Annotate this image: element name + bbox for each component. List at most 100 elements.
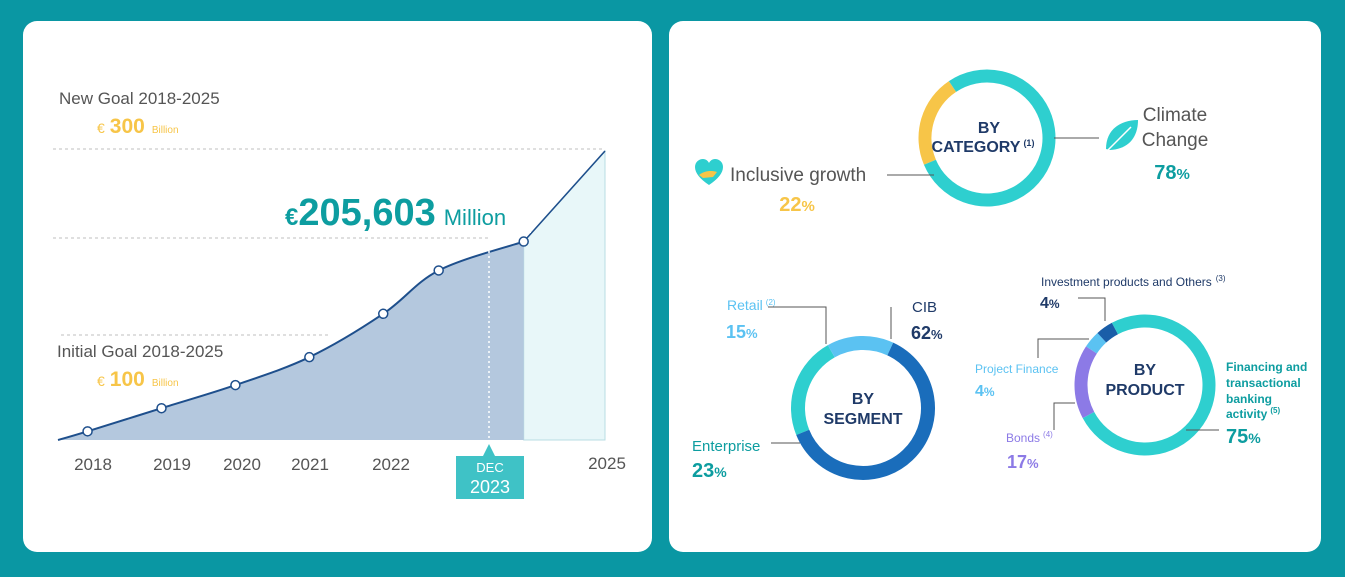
climate-value-number: 78 bbox=[1154, 162, 1176, 184]
financing-label-line4: activity (5) bbox=[1226, 406, 1280, 421]
segment-slice-cib bbox=[796, 342, 935, 480]
cumulative-financing-panel: €205,603 Million New Goal 2018-2025 €300 B… bbox=[23, 21, 652, 552]
investment-value-number: 4 bbox=[1040, 295, 1049, 312]
financing-label-line4-text: activity bbox=[1226, 407, 1268, 421]
climate-label-line1: Climate bbox=[1143, 105, 1207, 126]
headline-value: €205,603 Million bbox=[285, 192, 506, 234]
x-tick-2022: 2022 bbox=[372, 455, 410, 474]
new-goal-unit: Billion bbox=[152, 125, 179, 136]
x-tick-2018: 2018 bbox=[74, 455, 112, 474]
new-goal-currency: € bbox=[97, 120, 105, 136]
bonds-value-percent: % bbox=[1027, 456, 1039, 471]
cib-value: 62% bbox=[911, 323, 943, 343]
financing-label-line2: transactional bbox=[1226, 376, 1301, 390]
enterprise-value-number: 23 bbox=[692, 460, 714, 482]
retail-label-text: Retail bbox=[727, 297, 763, 313]
project-finance-value-percent: % bbox=[984, 385, 995, 399]
bonds-label: Bonds (4) bbox=[1006, 430, 1053, 445]
product-slice-bonds bbox=[1074, 346, 1098, 419]
category-title-text: CATEGORY bbox=[932, 139, 1021, 156]
current-date-badge: DEC 2023 bbox=[456, 444, 524, 499]
category-title-line1: BY bbox=[978, 120, 1001, 137]
initial-goal-currency: € bbox=[97, 373, 105, 389]
segment-slice-retail bbox=[827, 336, 894, 358]
product-title-line1: BY bbox=[1134, 362, 1157, 379]
category-title-line2: CATEGORY (1) bbox=[932, 138, 1035, 156]
initial-goal-value: €100 Billion bbox=[97, 368, 179, 391]
climate-value-percent: % bbox=[1176, 166, 1189, 183]
bonds-label-text: Bonds bbox=[1006, 431, 1040, 445]
donut-by-segment bbox=[791, 336, 935, 480]
inclusive-value-number: 22 bbox=[779, 194, 801, 216]
product-slice-project-finance bbox=[1086, 332, 1107, 354]
headline-unit: Million bbox=[444, 205, 506, 230]
investment-value: 4% bbox=[1040, 295, 1060, 312]
current-date-badge-pointer bbox=[483, 444, 495, 456]
product-slice-investment-products-and-others bbox=[1097, 322, 1119, 343]
leaf-icon bbox=[1106, 120, 1138, 151]
breakdown-charts: BY CATEGORY (1) Climate Change 78% Inclus… bbox=[692, 69, 1307, 482]
initial-goal-unit: Billion bbox=[152, 378, 179, 389]
segment-slice-enterprise bbox=[791, 345, 835, 435]
financing-label-line3: banking bbox=[1226, 392, 1272, 406]
leaf-vein bbox=[1107, 126, 1132, 151]
data-point-5 bbox=[433, 265, 444, 276]
cib-value-number: 62 bbox=[911, 323, 931, 343]
retail-value-percent: % bbox=[746, 326, 758, 341]
investment-label-text: Investment products and Others bbox=[1041, 275, 1212, 289]
donut-by-category bbox=[918, 69, 1056, 207]
investment-label: Investment products and Others (3) bbox=[1041, 274, 1226, 289]
projection-area bbox=[523, 149, 606, 441]
retail-label-footnote: (2) bbox=[766, 298, 776, 307]
cib-label: CIB bbox=[912, 299, 937, 316]
data-point-4 bbox=[377, 308, 389, 320]
enterprise-label: Enterprise bbox=[692, 438, 760, 455]
retail-label: Retail (2) bbox=[727, 297, 776, 313]
headline-amount: 205,603 bbox=[298, 192, 435, 234]
project-finance-value-number: 4 bbox=[975, 383, 984, 400]
data-point-6 bbox=[518, 236, 529, 247]
initial-goal-label: Initial Goal 2018-2025 bbox=[57, 342, 223, 361]
heart-hand-icon bbox=[695, 159, 723, 185]
financing-value: 75% bbox=[1226, 426, 1261, 448]
project-finance-leader-line bbox=[1037, 338, 1089, 358]
x-tick-2025: 2025 bbox=[588, 454, 626, 473]
x-tick-2021: 2021 bbox=[291, 455, 329, 474]
new-goal-label: New Goal 2018-2025 bbox=[59, 89, 220, 108]
hand-shape bbox=[699, 171, 717, 178]
cib-value-percent: % bbox=[931, 327, 943, 342]
segment-title-line2: SEGMENT bbox=[823, 411, 902, 428]
data-point-0 bbox=[82, 426, 93, 437]
bonds-label-footnote: (4) bbox=[1043, 430, 1053, 439]
data-point-1 bbox=[156, 402, 167, 414]
financing-value-percent: % bbox=[1248, 430, 1261, 446]
project-finance-label: Project Finance bbox=[975, 362, 1059, 376]
realised-area bbox=[58, 241, 524, 440]
initial-goal-amount: 100 bbox=[110, 368, 145, 391]
current-date-badge-box bbox=[456, 456, 524, 499]
inclusive-label: Inclusive growth bbox=[730, 165, 866, 186]
bonds-value: 17% bbox=[1007, 452, 1039, 472]
product-slice-financing-and-transactional-banking-activity bbox=[1082, 314, 1216, 456]
retail-leader-line bbox=[768, 306, 827, 344]
product-title-line2: PRODUCT bbox=[1105, 382, 1184, 399]
headline-currency: € bbox=[285, 204, 298, 231]
financing-value-number: 75 bbox=[1226, 426, 1248, 448]
financing-label-footnote: (5) bbox=[1270, 406, 1280, 415]
investment-label-footnote: (3) bbox=[1216, 274, 1226, 283]
x-tick-2020: 2020 bbox=[223, 455, 261, 474]
cumulative-financing-chart: €205,603 Million New Goal 2018-2025 €300 B… bbox=[53, 89, 626, 499]
climate-value: 78% bbox=[1154, 162, 1190, 184]
bonds-value-number: 17 bbox=[1007, 452, 1027, 472]
projection-line bbox=[523, 150, 606, 243]
category-slice-inclusive-growth bbox=[918, 81, 957, 165]
retail-value-number: 15 bbox=[726, 322, 746, 342]
enterprise-value-percent: % bbox=[714, 464, 727, 480]
headline-backdrop bbox=[281, 189, 531, 233]
category-title-footnote: (1) bbox=[1023, 138, 1034, 148]
x-tick-2019: 2019 bbox=[153, 455, 191, 474]
donut-by-product bbox=[1074, 314, 1216, 456]
investment-leader-line bbox=[1078, 297, 1106, 321]
current-date-year: 2023 bbox=[470, 477, 510, 497]
breakdown-panel: BY CATEGORY (1) Climate Change 78% Inclus… bbox=[669, 21, 1321, 552]
